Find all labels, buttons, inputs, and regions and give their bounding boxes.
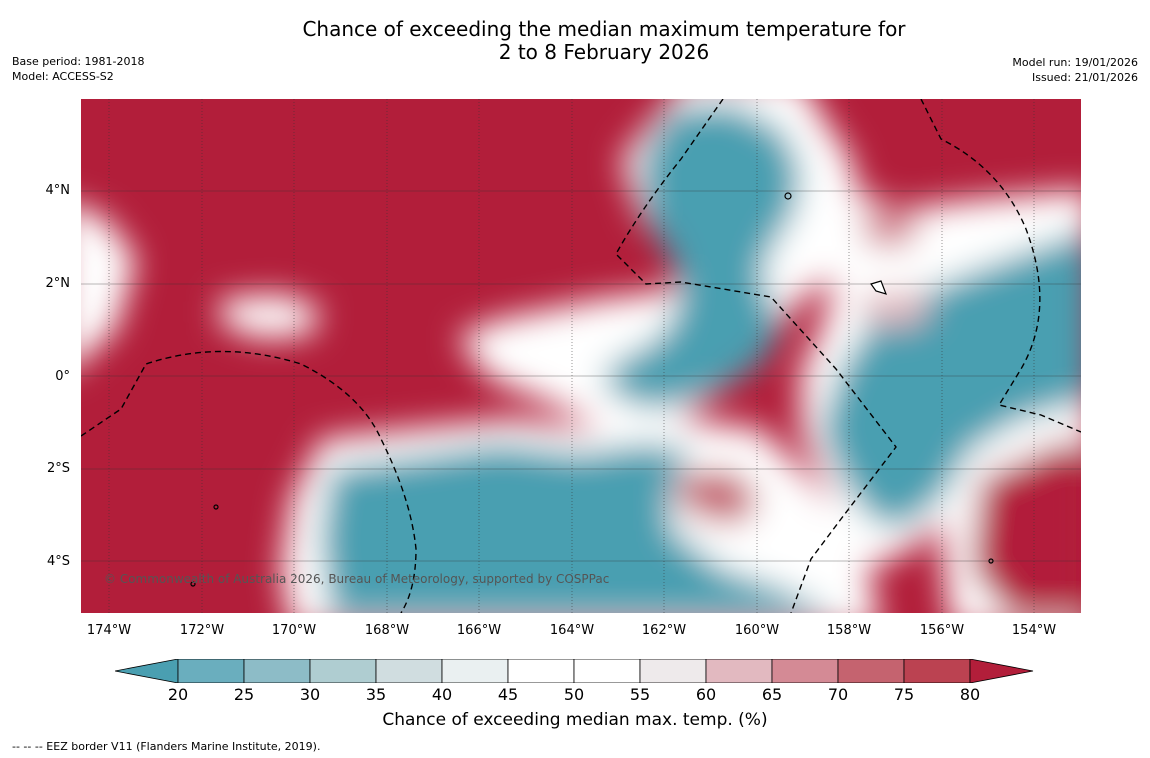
title-line-1: Chance of exceeding the median maximum t… bbox=[302, 17, 906, 41]
colorbar-segment bbox=[441, 659, 509, 683]
colorbar-segment bbox=[705, 659, 773, 683]
base-period: Base period: 1981-2018 bbox=[12, 55, 145, 68]
eez-border-west bbox=[81, 350, 417, 613]
issued-date: Issued: 21/01/2026 bbox=[1031, 71, 1138, 84]
lon-label: 166°W bbox=[456, 623, 502, 638]
colorbar-tick: 75 bbox=[893, 685, 915, 704]
lon-label: 172°W bbox=[179, 623, 225, 638]
colorbar-segment bbox=[837, 659, 905, 683]
colorbar-tick: 30 bbox=[299, 685, 321, 704]
warm-patch-north bbox=[861, 204, 921, 249]
colorbar-tick: 55 bbox=[629, 685, 651, 704]
meta-left: Base period: 1981-2018 Model: ACCESS-S2 bbox=[12, 54, 144, 84]
colorbar-segment bbox=[243, 659, 311, 683]
warm-patch-south bbox=[676, 469, 761, 524]
eez-border-central bbox=[615, 99, 897, 613]
colorbar-tick: 20 bbox=[167, 685, 189, 704]
colorbar-tick: 25 bbox=[233, 685, 255, 704]
lon-label: 154°W bbox=[1011, 623, 1057, 638]
below-median-north bbox=[601, 104, 801, 409]
warm-patch-southeast bbox=[971, 439, 1081, 613]
lat-label: 4°N bbox=[45, 183, 71, 198]
model-name: Model: ACCESS-S2 bbox=[12, 70, 114, 83]
colorbar-segment bbox=[177, 659, 245, 683]
colorbar-segment bbox=[969, 659, 1034, 683]
colorbar-tick: 60 bbox=[695, 685, 717, 704]
lon-label: 170°W bbox=[271, 623, 317, 638]
eez-borders bbox=[81, 99, 1081, 613]
colorbar-tick: 45 bbox=[497, 685, 519, 704]
field-contours bbox=[81, 99, 1081, 613]
lon-label: 174°W bbox=[86, 623, 132, 638]
lat-label: 0° bbox=[55, 369, 70, 384]
map-title: Chance of exceeding the median maximum t… bbox=[200, 18, 1008, 64]
title-line-2: 2 to 8 February 2026 bbox=[498, 40, 710, 64]
warm-patch-east bbox=[861, 289, 931, 329]
colorbar-segment bbox=[309, 659, 377, 683]
lon-label: 164°W bbox=[549, 623, 595, 638]
lon-label: 168°W bbox=[364, 623, 410, 638]
eez-legend-note: -- -- -- EEZ border V11 (Flanders Marine… bbox=[12, 740, 321, 753]
cool-spot-northwest bbox=[221, 294, 321, 339]
probability-map bbox=[81, 99, 1081, 613]
colorbar-segment bbox=[771, 659, 839, 683]
colorbar-tick: 65 bbox=[761, 685, 783, 704]
copyright-notice: © Commonwealth of Australia 2026, Bureau… bbox=[104, 572, 610, 586]
eez-border-east bbox=[920, 99, 1081, 433]
cool-spot-west bbox=[81, 207, 136, 361]
lon-label: 160°W bbox=[734, 623, 780, 638]
colorbar-tick: 35 bbox=[365, 685, 387, 704]
colorbar-segment bbox=[375, 659, 443, 683]
lat-label: 2°N bbox=[45, 276, 71, 291]
colorbar-segment bbox=[573, 659, 641, 683]
meta-right: Model run: 19/01/2026 Issued: 21/01/2026 bbox=[1012, 55, 1138, 85]
colorbar-tick: 70 bbox=[827, 685, 849, 704]
lon-label: 162°W bbox=[641, 623, 687, 638]
colorbar-segment bbox=[115, 659, 179, 683]
colorbar bbox=[115, 659, 1034, 683]
lat-label: 4°S bbox=[46, 554, 70, 569]
model-run: Model run: 19/01/2026 bbox=[1012, 56, 1138, 69]
graticule bbox=[81, 99, 1081, 613]
lon-label: 156°W bbox=[919, 623, 965, 638]
colorbar-label: Chance of exceeding median max. temp. (%… bbox=[382, 710, 768, 730]
lon-label: 158°W bbox=[826, 623, 872, 638]
islands bbox=[190, 192, 994, 587]
colorbar-tick: 80 bbox=[959, 685, 981, 704]
colorbar-tick: 50 bbox=[563, 685, 585, 704]
colorbar-segment bbox=[639, 659, 707, 683]
lat-label: 2°S bbox=[46, 461, 70, 476]
colorbar-tick: 40 bbox=[431, 685, 453, 704]
below-median-south bbox=[321, 444, 829, 613]
colorbar-segment bbox=[903, 659, 971, 683]
below-median-east bbox=[821, 232, 1081, 529]
colorbar-segment bbox=[507, 659, 575, 683]
